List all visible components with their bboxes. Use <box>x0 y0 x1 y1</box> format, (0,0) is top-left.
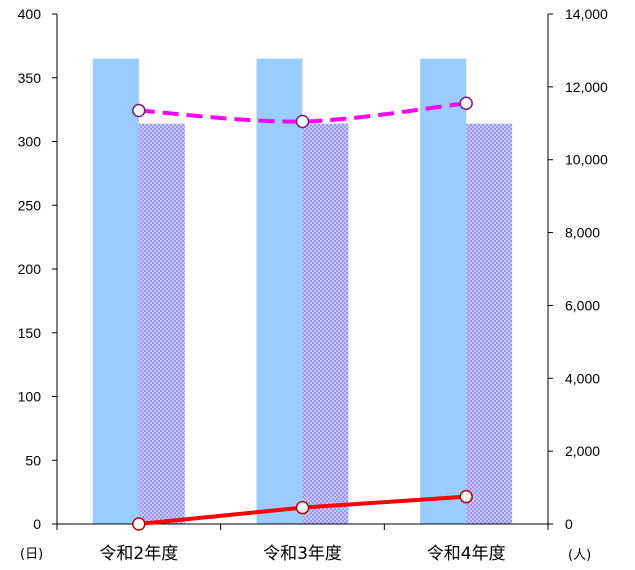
category-label: 令和4年度 <box>427 544 506 564</box>
y-left-unit-label: (日) <box>20 547 43 562</box>
y-right-tick-label: 2,000 <box>565 443 600 459</box>
y-right-tick-label: 4,000 <box>565 370 600 386</box>
y-right-tick-label: 12,000 <box>565 79 608 95</box>
lines-layer <box>132 96 473 531</box>
y-left-tick-label: 300 <box>18 134 42 150</box>
y-right-tick-label: 14,000 <box>565 6 608 22</box>
y-right-tick-label: 0 <box>565 516 573 532</box>
bar-s1-2 <box>256 58 303 524</box>
y-left-tick-label: 50 <box>25 452 41 468</box>
y-left-tick-label: 100 <box>18 389 42 405</box>
y-right-tick-label: 6,000 <box>565 297 600 313</box>
y-left-tick-label: 250 <box>18 197 42 213</box>
bar-s1-3 <box>420 58 467 524</box>
y-left-tick-label: 350 <box>18 70 42 86</box>
line-s2-point-2 <box>295 500 310 515</box>
y-left-tick-label: 0 <box>33 516 41 532</box>
line-series-1 <box>138 101 467 124</box>
line-s1-point-1 <box>132 103 146 118</box>
y-left-tick-label: 200 <box>18 261 42 277</box>
line-s2-point-3 <box>459 489 473 504</box>
category-label: 令和3年度 <box>263 544 342 564</box>
line-s2-point-1 <box>132 517 146 531</box>
bar-s1-1 <box>92 58 139 524</box>
category-label: 令和2年度 <box>99 544 178 564</box>
y-left-tick-label: 150 <box>18 325 42 341</box>
bar-s2-2 <box>302 123 349 525</box>
y-right-tick-label: 10,000 <box>565 152 608 168</box>
line-s1-point-2 <box>295 114 310 129</box>
line-s1-point-3 <box>459 96 473 110</box>
bar-s2-1 <box>138 123 185 525</box>
bars-layer <box>92 58 513 525</box>
labels-layer: 0 50 100 150 200 250 300 350 400 0 2,000 4,000 6,000… <box>18 6 608 564</box>
bar-s2-3 <box>466 123 513 525</box>
y-left-tick-label: 400 <box>18 6 42 22</box>
y-right-unit-label: (人) <box>568 548 591 563</box>
y-right-tick-label: 8,000 <box>565 225 600 241</box>
